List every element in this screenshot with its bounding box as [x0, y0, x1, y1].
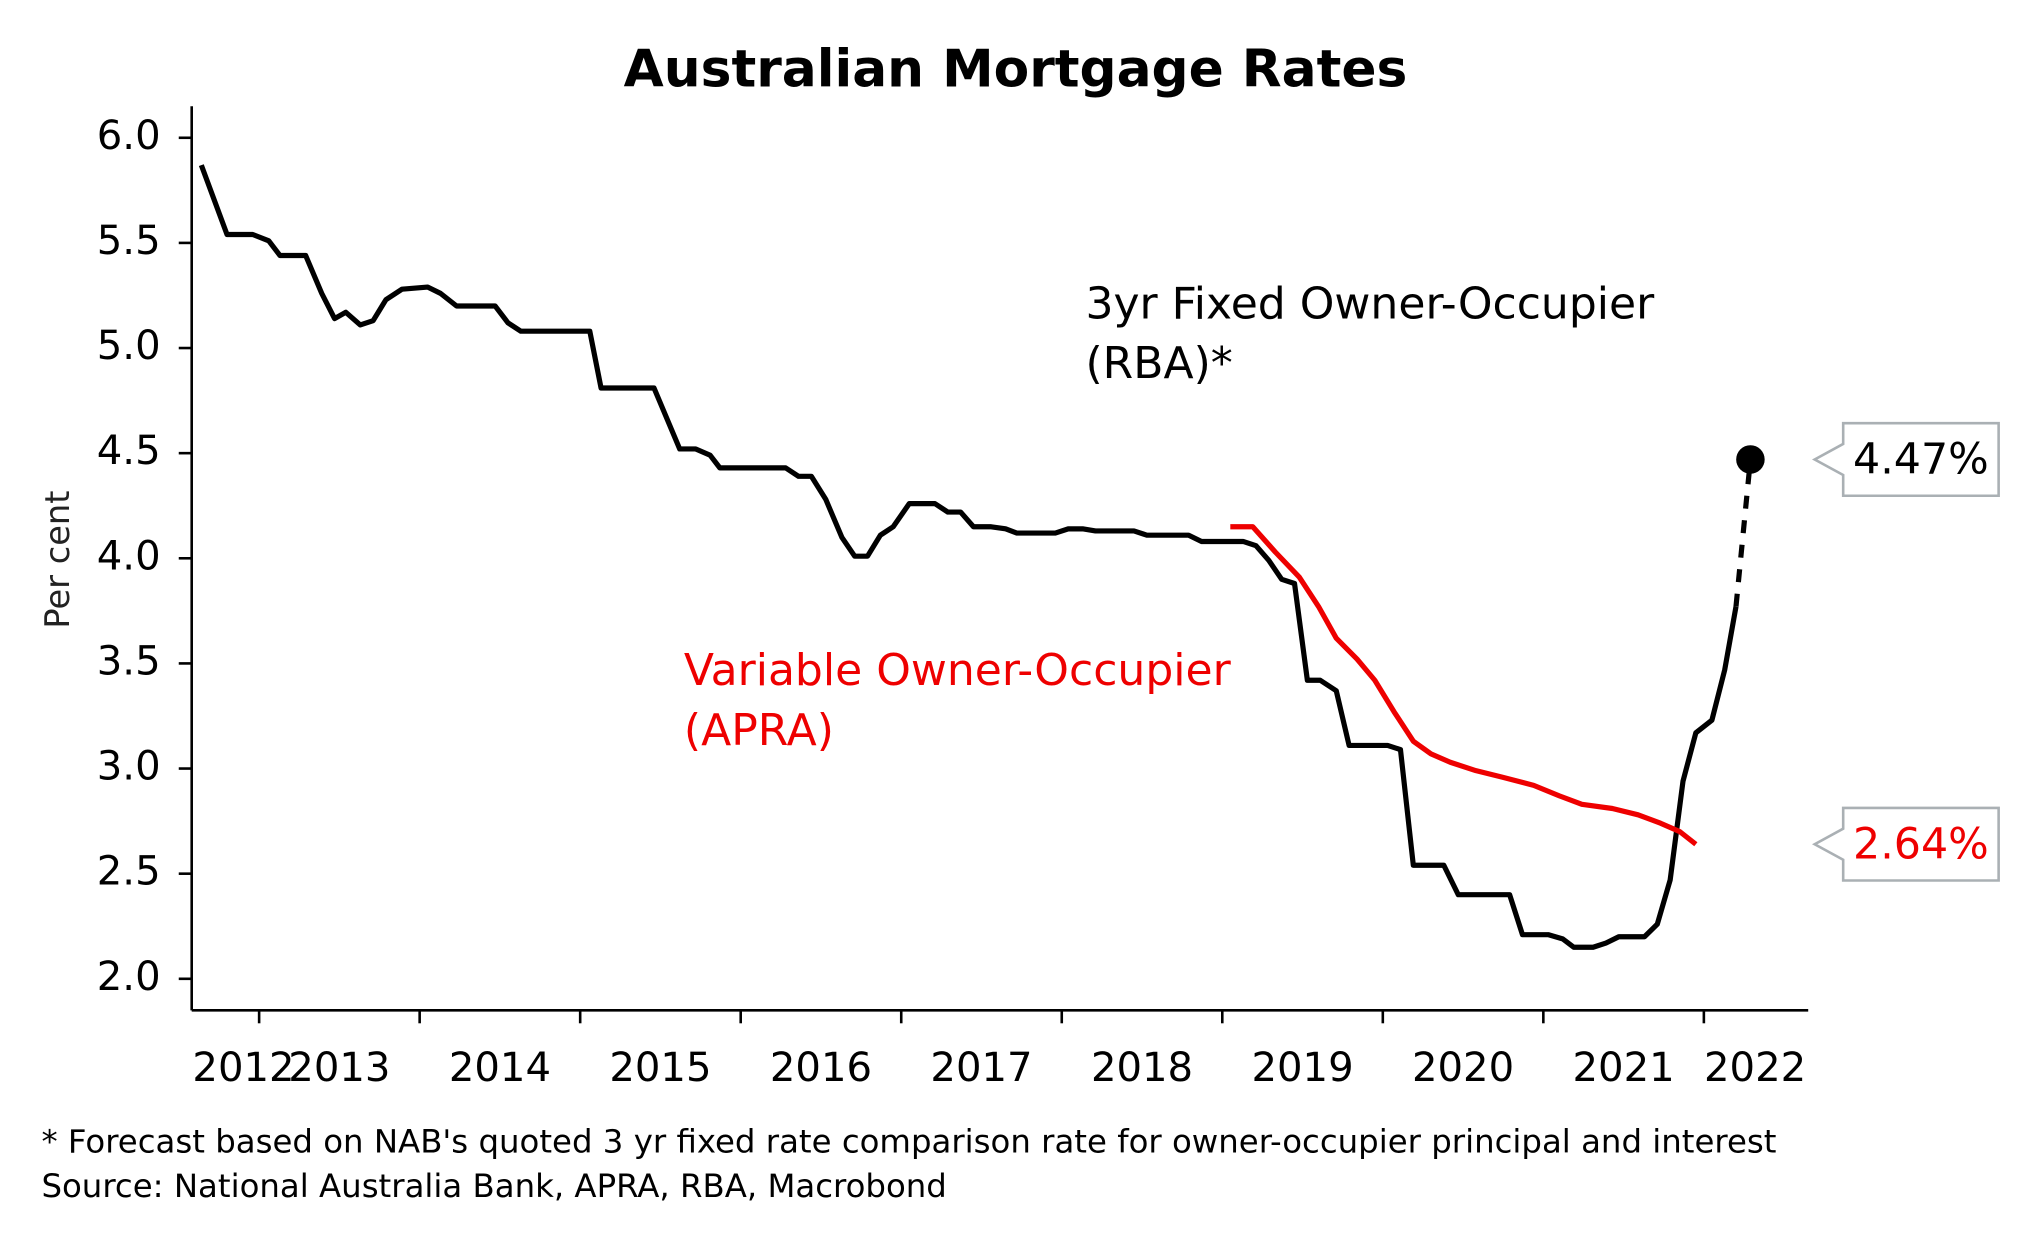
y-tick-label: 5.0 [97, 323, 161, 369]
x-tick-label: 2018 [1091, 1045, 1193, 1091]
x-tick-label: 2017 [930, 1045, 1032, 1091]
end-value-label: 4.47% [1853, 435, 1989, 485]
callout-box [1811, 806, 2000, 882]
x-tick-label: 2015 [609, 1045, 711, 1091]
series-line [1230, 524, 1698, 847]
y-tick-label: 4.0 [97, 533, 161, 579]
x-tick-label: 2019 [1251, 1045, 1353, 1091]
series-label: 3yr Fixed Owner-Occupier (RBA)* [1085, 278, 1655, 390]
series-line [198, 164, 1739, 950]
x-tick-label: 2022 [1704, 1045, 1806, 1091]
x-tick-label: 2016 [770, 1045, 872, 1091]
x-tick-label: 2012 [192, 1045, 294, 1091]
x-tick-label: 2020 [1412, 1045, 1514, 1091]
y-tick-label: 3.0 [97, 744, 161, 790]
series-label-text: Variable Owner-Occupier (APRA) [683, 645, 1231, 757]
callout-box [1811, 421, 2000, 498]
series-line [1733, 459, 1753, 607]
x-tick-label: 2013 [288, 1045, 390, 1091]
y-tick-label: 6.0 [97, 113, 161, 159]
y-tick-label: 5.5 [97, 218, 161, 264]
footnote: * Forecast based on NAB's quoted 3 yr fi… [41, 1123, 1776, 1161]
y-tick-label: 4.5 [97, 428, 161, 474]
end-marker [1736, 445, 1765, 474]
source: Source: National Australia Bank, APRA, R… [41, 1167, 946, 1205]
y-axis-label: Per cent [38, 491, 77, 629]
y-tick-label: 3.5 [97, 638, 161, 684]
x-tick-label: 2021 [1573, 1045, 1675, 1091]
series-label-text: 3yr Fixed Owner-Occupier (RBA)* [1085, 278, 1655, 390]
chart-title: Australian Mortgage Rates [624, 40, 1408, 100]
y-tick-label: 2.0 [97, 954, 161, 1000]
x-tick-label: 2014 [449, 1045, 551, 1091]
end-value-label: 2.64% [1853, 819, 1989, 869]
series-label: Variable Owner-Occupier (APRA) [683, 645, 1231, 757]
y-tick-label: 2.5 [97, 849, 161, 895]
